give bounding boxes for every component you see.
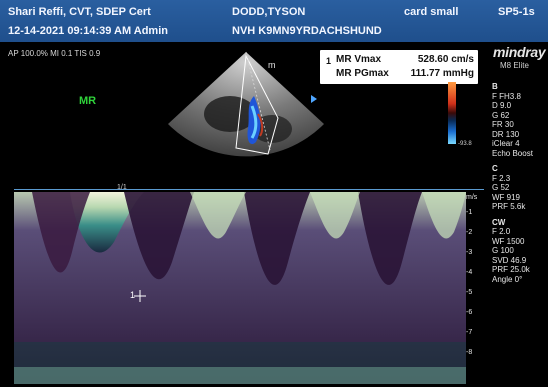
- brand-logo: mindray: [493, 44, 546, 60]
- sweep-scale-marker: 1/1: [117, 184, 127, 191]
- color-box: [235, 54, 279, 155]
- measurement-value: 528.60 cm/s: [417, 54, 474, 65]
- baseline-noise: [14, 367, 466, 384]
- measurement-label: MR PGmax: [336, 68, 389, 79]
- velocity-cursor-label: 1: [130, 290, 136, 300]
- mode-label: MR: [79, 95, 97, 107]
- color-mode-param: WF 919: [492, 192, 521, 202]
- velocity-tick: -8: [466, 349, 473, 356]
- measurement-box: 1 MR Vmax 528.60 cm/s MR PGmax 111.77 mm…: [320, 50, 478, 84]
- b-mode-param: FR 30: [492, 120, 514, 129]
- parameter-panel: B F FH3.8 D 9.0 G 62 FR 30 DR 130 iClear…: [492, 82, 548, 284]
- patient-id: NVH K9MN9YRDACHSHUND: [232, 25, 382, 37]
- cw-mode-title: CW: [492, 217, 506, 227]
- operator-name: Shari Reffi, CVT, SDEP Cert: [8, 6, 151, 18]
- velocity-tick: -7: [466, 329, 473, 336]
- b-mode-title: B: [492, 82, 498, 91]
- mr-envelope-dark: [244, 192, 310, 285]
- velocity-tick: -1: [466, 209, 473, 216]
- cw-mode-param: PRF 25.0k: [492, 265, 530, 274]
- velocity-tick: -3: [466, 249, 473, 256]
- b-mode-param: Echo Boost: [492, 148, 533, 158]
- b-mode-param: G 62: [492, 110, 510, 120]
- measurement-value: 111.77 mmHg: [410, 68, 474, 79]
- probe-marker: m: [268, 60, 276, 70]
- mr-envelope: [190, 192, 246, 239]
- b-mode-param: D 9.0: [492, 101, 512, 110]
- color-mode-param: G 52: [492, 183, 510, 192]
- probe-name: SP5-1s: [498, 6, 535, 18]
- color-scale-value: -93.8: [458, 141, 472, 147]
- exam-datetime: 12-14-2021 09:14:39 AM Admin: [8, 25, 168, 37]
- mr-envelope: [422, 192, 466, 239]
- b-mode-param: DR 130: [492, 129, 520, 139]
- patient-name: DODD,TYSON: [232, 6, 306, 18]
- cw-mode-param: SVD 46.9: [492, 255, 527, 265]
- color-mode-param: PRF 5.6k: [492, 202, 526, 211]
- mr-jet: [247, 96, 261, 145]
- velocity-tick: -5: [466, 289, 473, 296]
- mr-envelope: [310, 192, 360, 239]
- diastolic-inflow-band: [14, 342, 466, 384]
- acoustic-params: AP 100.0% MI 0.1 TIS 0.9: [8, 49, 101, 58]
- measurement-label: MR Vmax: [336, 54, 382, 65]
- measurement-row: MR Vmax 528.60 cm/s: [336, 54, 474, 65]
- color-mode-param: F 2.3: [492, 173, 511, 183]
- measurement-row: MR PGmax 111.77 mmHg: [336, 68, 474, 79]
- measurement-index: 1: [326, 56, 332, 66]
- sweep-scale-line: [14, 189, 484, 190]
- device-model: M8 Elite: [500, 61, 529, 70]
- header-bar: Shari Reffi, CVT, SDEP Cert DODD,TYSON c…: [0, 0, 548, 42]
- mr-envelope-dark: [14, 192, 90, 273]
- heart-chamber: [204, 96, 256, 132]
- velocity-axis-unit: m/s: [466, 194, 478, 201]
- sector-image: m: [168, 51, 324, 157]
- cw-mode-param: Angle 0°: [492, 274, 523, 284]
- b-mode-param: iClear 4: [492, 139, 520, 148]
- cw-cursor-line: [245, 51, 271, 151]
- velocity-tick: -2: [466, 229, 473, 236]
- doppler-spectrum: [14, 192, 466, 384]
- cw-mode-param: WF 1500: [492, 236, 525, 246]
- b-mode-param: F FH3.8: [492, 91, 521, 101]
- exam-preset: card small: [404, 6, 459, 18]
- mr-jet-aliasing: [257, 113, 264, 137]
- color-scale-bar: [448, 82, 456, 144]
- velocity-tick: -4: [466, 269, 473, 276]
- velocity-tick: -6: [466, 309, 473, 316]
- depth-marker-icon: [311, 95, 317, 103]
- mr-jet-core: [250, 105, 258, 139]
- color-mode-title: C: [492, 164, 498, 173]
- mr-envelope-dark: [124, 192, 194, 280]
- cw-mode-param: F 2.0: [492, 227, 511, 236]
- cw-mode-param: G 100: [492, 246, 514, 255]
- mr-envelope-dark: [358, 192, 422, 285]
